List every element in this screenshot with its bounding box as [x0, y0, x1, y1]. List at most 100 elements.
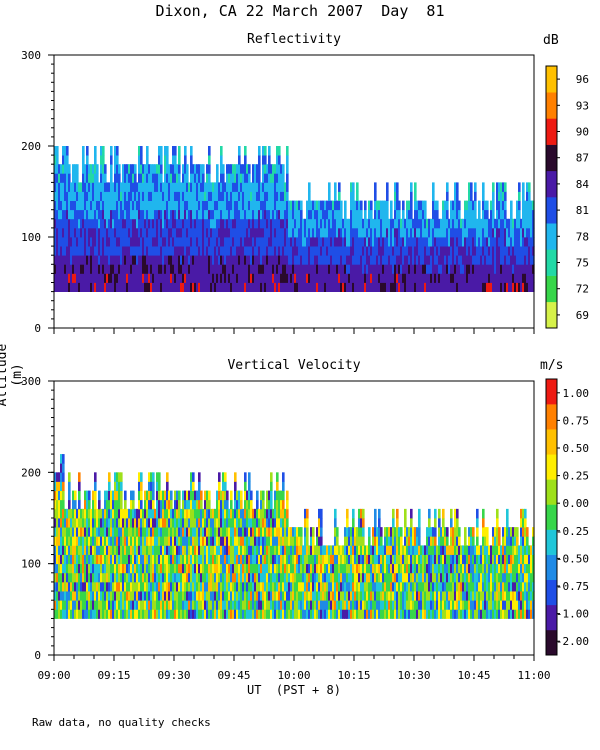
heatmap-cell [152, 481, 155, 491]
heatmap-cell [256, 264, 259, 274]
heatmap-cell [146, 191, 149, 201]
heatmap-cell [316, 273, 319, 283]
heatmap-cell [258, 600, 261, 610]
heatmap-cell [114, 527, 117, 537]
heatmap-cell [152, 227, 155, 238]
heatmap-cell [370, 246, 373, 256]
heatmap-cell [58, 518, 61, 528]
heatmap-cell [136, 508, 139, 519]
heatmap-cell [294, 227, 297, 238]
heatmap-cell [270, 536, 273, 546]
heatmap-cell [176, 237, 179, 247]
heatmap-cell [60, 191, 63, 201]
heatmap-cell [332, 227, 335, 238]
heatmap-cell [334, 508, 337, 519]
heatmap-cell [180, 209, 183, 220]
heatmap-cell [152, 536, 155, 546]
heatmap-cell [212, 572, 215, 583]
heatmap-cell [202, 518, 205, 528]
heatmap-cell [180, 264, 183, 274]
heatmap-cell [496, 191, 499, 201]
heatmap-cell [222, 545, 225, 555]
heatmap-cell [384, 209, 387, 220]
heatmap-cell [144, 499, 147, 510]
heatmap-cell [204, 218, 207, 229]
heatmap-cell [386, 209, 389, 220]
heatmap-cell [164, 200, 167, 211]
heatmap-cell [158, 481, 161, 491]
heatmap-cell [360, 200, 363, 211]
heatmap-cell [68, 499, 71, 510]
heatmap-cell [188, 246, 191, 256]
heatmap-cell [312, 282, 315, 292]
heatmap-cell [394, 246, 397, 256]
heatmap-cell [440, 264, 443, 274]
heatmap-cell [228, 255, 231, 265]
heatmap-cell [450, 246, 453, 256]
heatmap-cell [110, 545, 113, 555]
heatmap-cell [66, 554, 69, 565]
heatmap-cell [64, 508, 67, 519]
heatmap-cell [108, 554, 111, 565]
heatmap-cell [180, 554, 183, 565]
heatmap-cell [98, 200, 101, 211]
heatmap-cell [158, 255, 161, 265]
heatmap-cell [278, 591, 281, 601]
heatmap-cell [292, 609, 295, 619]
heatmap-cell [228, 563, 231, 574]
heatmap-cell [238, 609, 241, 619]
heatmap-cell [274, 255, 277, 265]
heatmap-cell [228, 246, 231, 256]
heatmap-cell [194, 273, 197, 283]
heatmap-cell [256, 609, 259, 619]
heatmap-cell [524, 209, 527, 220]
heatmap-cell [194, 572, 197, 583]
heatmap-cell [358, 609, 361, 619]
heatmap-cell [150, 572, 153, 583]
heatmap-cell [400, 246, 403, 256]
heatmap-cell [72, 536, 75, 546]
heatmap-cell [528, 264, 531, 274]
heatmap-cell [214, 227, 217, 238]
heatmap-cell [220, 173, 223, 183]
heatmap-cell [204, 609, 207, 619]
heatmap-cell [166, 164, 169, 174]
heatmap-cell [356, 282, 359, 292]
heatmap-cell [280, 581, 283, 592]
heatmap-cell [276, 518, 279, 528]
heatmap-cell [74, 209, 77, 220]
heatmap-cell [498, 227, 501, 238]
heatmap-cell [262, 600, 265, 610]
heatmap-cell [352, 518, 355, 528]
heatmap-cell [202, 227, 205, 238]
heatmap-cell [124, 218, 127, 229]
heatmap-cell [298, 572, 301, 583]
heatmap-cell [96, 282, 99, 292]
heatmap-cell [340, 572, 343, 583]
heatmap-cell [462, 246, 465, 256]
heatmap-cell [350, 572, 353, 583]
heatmap-cell [190, 227, 193, 238]
heatmap-cell [64, 518, 67, 528]
heatmap-cell [210, 545, 213, 555]
heatmap-cell [298, 600, 301, 610]
heatmap-cell [100, 536, 103, 546]
heatmap-cell [396, 218, 399, 229]
heatmap-cell [282, 472, 285, 482]
heatmap-cell [100, 164, 103, 174]
heatmap-cell [58, 572, 61, 583]
heatmap-cell [476, 255, 479, 265]
heatmap-cell [450, 237, 453, 247]
heatmap-cell [346, 282, 349, 292]
heatmap-cell [230, 554, 233, 565]
heatmap-cell [82, 191, 85, 201]
heatmap-cell [280, 545, 283, 555]
heatmap-cell [268, 490, 271, 501]
heatmap-cell [150, 591, 153, 601]
heatmap-cell [368, 237, 371, 247]
heatmap-cell [314, 218, 317, 229]
heatmap-cell [74, 218, 77, 229]
heatmap-cell [530, 200, 533, 211]
heatmap-cell [360, 609, 363, 619]
heatmap-cell [76, 273, 79, 283]
